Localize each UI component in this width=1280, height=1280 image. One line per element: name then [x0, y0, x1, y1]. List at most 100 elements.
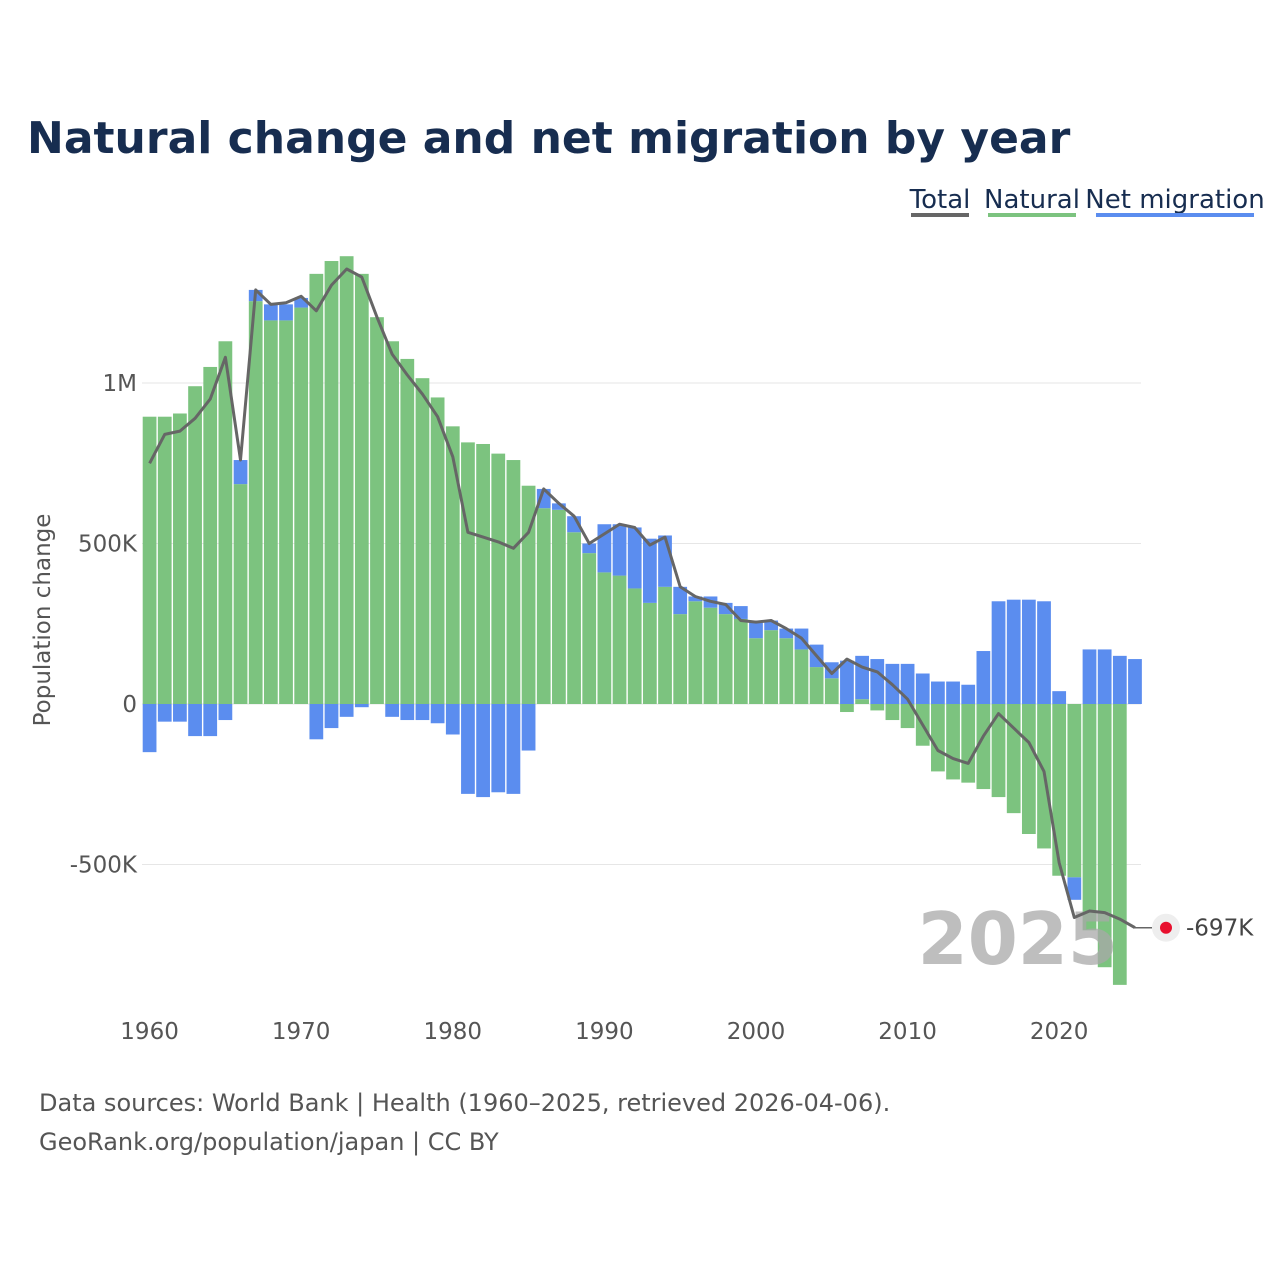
natural-bar-1993 — [642, 602, 657, 704]
migration-bar-2015 — [976, 651, 991, 704]
natural-bar-2001 — [764, 630, 779, 704]
x-tick-label: 1980 — [424, 1019, 483, 1045]
migration-bar-1960 — [142, 704, 157, 753]
natural-bar-1961 — [157, 416, 172, 704]
natural-bar-1998 — [718, 614, 733, 704]
migration-bar-2007 — [855, 655, 869, 700]
migration-bar-1977 — [400, 704, 415, 721]
migration-bar-1974 — [354, 704, 369, 708]
end-value-marker — [1160, 921, 1172, 934]
natural-bar-2002 — [779, 638, 794, 704]
y-axis-tick-labels: 1M 500K 0 -500K — [70, 371, 138, 879]
migration-bar-1973 — [339, 704, 354, 717]
migration-bar-2012 — [931, 681, 945, 704]
migration-bar-1962 — [173, 704, 187, 722]
legend: Total Natural Net migration — [909, 185, 1265, 217]
natural-bar-1980 — [445, 426, 460, 704]
migration-bar-2022 — [1082, 649, 1097, 704]
natural-bar-2009 — [885, 704, 900, 721]
migration-bar-1966 — [233, 460, 248, 485]
migration-bar-1979 — [430, 704, 445, 724]
natural-bar-2014 — [961, 704, 976, 783]
migration-bar-1972 — [324, 704, 339, 729]
migration-bar-1971 — [309, 704, 324, 740]
x-tick-label: 2000 — [727, 1019, 786, 1045]
y-tick-label: 1M — [103, 371, 137, 397]
natural-bar-1989 — [582, 553, 597, 704]
migration-bar-2017 — [1006, 599, 1021, 704]
natural-bar-1990 — [597, 572, 612, 704]
natural-bar-1981 — [461, 442, 475, 704]
migration-bar-1994 — [658, 535, 672, 587]
migration-bar-2008 — [870, 659, 885, 704]
natural-bar-1967 — [248, 301, 263, 704]
migration-bar-1964 — [203, 704, 218, 737]
migration-bar-1963 — [188, 704, 202, 737]
natural-bar-1964 — [203, 366, 218, 704]
natural-bar-2004 — [809, 667, 824, 704]
migration-bar-1989 — [582, 543, 597, 554]
natural-bar-1962 — [173, 413, 187, 704]
current-year-label: 2025 — [918, 897, 1118, 981]
natural-bar-1968 — [263, 320, 278, 704]
migration-bar-1995 — [673, 586, 688, 615]
migration-bar-1981 — [461, 704, 475, 794]
migration-bar-1965 — [218, 704, 233, 721]
natural-bar-1983 — [491, 453, 506, 704]
migration-bar-1969 — [279, 304, 293, 321]
natural-bar-2021 — [1067, 704, 1082, 878]
legend-swatch-net-migration — [1096, 213, 1254, 217]
natural-bar-2022 — [1082, 704, 1097, 931]
natural-bar-1985 — [521, 485, 536, 704]
natural-bar-2010 — [900, 704, 915, 729]
legend-swatch-total — [911, 213, 969, 217]
natural-bars — [142, 256, 1127, 985]
legend-item-total[interactable]: Total — [909, 185, 971, 217]
natural-bar-1999 — [733, 618, 748, 704]
migration-bar-1992 — [627, 527, 642, 589]
migration-bar-1970 — [294, 297, 309, 308]
migration-bar-2023 — [1097, 649, 1112, 704]
x-tick-label: 1970 — [272, 1019, 331, 1045]
migration-bar-2013 — [946, 681, 960, 704]
natural-bar-1987 — [552, 509, 566, 704]
migration-bar-1982 — [476, 704, 490, 798]
natural-bar-1966 — [233, 484, 248, 704]
natural-bar-1976 — [385, 341, 400, 704]
natural-bar-1965 — [218, 341, 233, 704]
natural-bar-2005 — [824, 678, 839, 704]
natural-bar-1984 — [506, 460, 521, 704]
natural-bar-1988 — [567, 532, 581, 704]
natural-bar-1974 — [354, 273, 369, 704]
y-tick-label: 0 — [122, 692, 137, 718]
natural-bar-2017 — [1006, 704, 1021, 814]
natural-bar-1979 — [430, 397, 445, 704]
x-axis-tick-labels: 1960 1970 1980 1990 2000 2010 2020 — [120, 1019, 1088, 1045]
x-tick-label: 1960 — [120, 1019, 179, 1045]
source-line-2: GeoRank.org/population/japan | CC BY — [39, 1128, 499, 1156]
legend-item-net-migration[interactable]: Net migration — [1085, 185, 1265, 217]
migration-bar-1980 — [445, 704, 460, 735]
migration-bar-2024 — [1112, 655, 1127, 704]
migration-bar-1985 — [521, 704, 536, 751]
total-line — [148, 267, 1136, 930]
natural-bar-2008 — [870, 704, 885, 711]
natural-bar-2020 — [1052, 704, 1067, 876]
migration-bar-2006 — [840, 660, 854, 704]
natural-bar-1972 — [324, 261, 339, 704]
migration-bar-1998 — [718, 602, 733, 615]
legend-label-net-migration: Net migration — [1085, 185, 1264, 215]
migration-bar-2019 — [1037, 601, 1051, 704]
legend-item-natural[interactable]: Natural — [984, 185, 1080, 217]
natural-bar-1963 — [188, 386, 202, 704]
natural-bar-1969 — [279, 320, 293, 704]
migration-bar-2002 — [779, 628, 794, 639]
migration-bar-2001 — [764, 620, 779, 631]
natural-bar-1970 — [294, 307, 309, 704]
natural-bar-2023 — [1097, 704, 1112, 968]
natural-bar-1973 — [339, 256, 354, 704]
natural-bar-2015 — [976, 704, 991, 790]
legend-swatch-natural — [988, 213, 1076, 217]
natural-bar-2012 — [931, 704, 945, 772]
migration-bar-2020 — [1052, 691, 1067, 704]
